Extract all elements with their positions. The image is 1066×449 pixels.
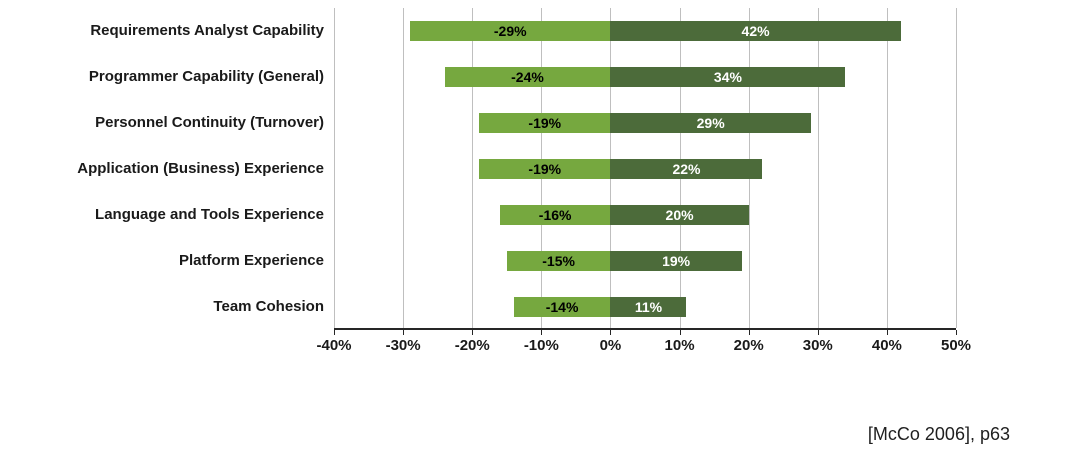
plot-area: -29% 42% -24% 34% -19% 29% -19% 22% -16% 20% -15% 1… xyxy=(334,8,957,330)
category-label: Application (Business) Experience xyxy=(77,159,324,177)
axis-tick-label: -10% xyxy=(523,337,559,354)
axis-tick-label: 30% xyxy=(802,337,833,354)
axis-tick-mark xyxy=(886,330,888,335)
axis-tick-label: 50% xyxy=(940,337,972,354)
axis-tick-label: 20% xyxy=(733,337,764,354)
positive-bar: 20% xyxy=(610,205,749,225)
chart-row: -19% 29% xyxy=(334,100,956,146)
category-label: Language and Tools Experience xyxy=(95,205,324,223)
category-label: Programmer Capability (General) xyxy=(88,67,324,85)
positive-bar: 34% xyxy=(610,67,846,87)
axis-tick-mark xyxy=(610,330,612,335)
negative-bar: -14% xyxy=(513,297,611,317)
negative-bar: -24% xyxy=(444,67,611,87)
positive-bar: 29% xyxy=(610,113,811,133)
positive-bar: 42% xyxy=(610,21,901,41)
axis-tick-mark xyxy=(334,330,335,335)
plot-column: -29% 42% -24% 34% -19% 29% -19% 22% -16% 20% -15% 1… xyxy=(316,8,971,358)
axis-tick-label: 0% xyxy=(599,337,622,354)
negative-bar: -29% xyxy=(410,21,611,41)
axis-tick-label: 40% xyxy=(871,337,902,354)
negative-bar: -15% xyxy=(506,251,611,271)
x-axis: -40% -30% -20% -10% 0% 10% 20% 30% 40% 50% xyxy=(316,330,971,358)
axis-tick-mark xyxy=(541,330,543,335)
category-label: Team Cohesion xyxy=(213,297,324,315)
diverging-bar-chart: Requirements Analyst Capability Programme… xyxy=(0,8,1066,449)
axis-tick-label: -40% xyxy=(316,337,352,354)
negative-bar: -19% xyxy=(479,159,611,179)
chart-row: -29% 42% xyxy=(334,8,956,54)
axis-tick-label: 10% xyxy=(664,337,695,354)
gridline xyxy=(817,8,819,328)
axis-tick-mark xyxy=(817,330,819,335)
chart-row: -19% 22% xyxy=(334,146,956,192)
chart-body: Requirements Analyst Capability Programme… xyxy=(12,8,1066,358)
chart-row: -16% 20% xyxy=(334,192,956,238)
chart-row: -14% 11% xyxy=(334,284,956,330)
chart-row: -24% 34% xyxy=(334,54,956,100)
axis-tick-label: -30% xyxy=(385,337,421,354)
positive-bar: 22% xyxy=(610,159,763,179)
chart-rows: -29% 42% -24% 34% -19% 29% -19% 22% -16% 20% -15% 1… xyxy=(334,8,956,328)
category-label: Personnel Continuity (Turnover) xyxy=(95,113,324,131)
gridline xyxy=(886,8,888,328)
source-citation: [McCo 2006], p63 xyxy=(867,424,1010,444)
negative-bar: -16% xyxy=(499,205,611,225)
axis-tick-mark xyxy=(472,330,474,335)
gridline xyxy=(334,8,335,328)
category-label: Platform Experience xyxy=(178,251,324,269)
positive-bar: 19% xyxy=(610,251,742,271)
axis-tick-mark xyxy=(679,330,681,335)
category-labels: Requirements Analyst Capability Programme… xyxy=(12,8,334,358)
axis-tick-mark xyxy=(956,330,957,335)
axis-tick-label: -20% xyxy=(454,337,490,354)
axis-tick-mark xyxy=(748,330,750,335)
category-label: Requirements Analyst Capability xyxy=(90,21,324,39)
axis-tick-mark xyxy=(403,330,405,335)
gridline xyxy=(956,8,957,328)
gridline xyxy=(472,8,474,328)
gridline xyxy=(403,8,405,328)
negative-bar: -19% xyxy=(479,113,611,133)
chart-row: -15% 19% xyxy=(334,238,956,284)
positive-bar: 11% xyxy=(610,297,687,317)
